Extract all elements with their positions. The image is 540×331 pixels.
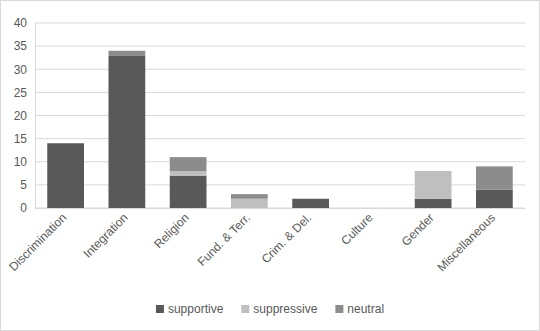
x-tick-label: Religion xyxy=(151,211,192,252)
bar xyxy=(47,143,84,144)
legend-label: suppressive xyxy=(253,302,317,316)
bar xyxy=(47,143,84,208)
series xyxy=(109,51,513,199)
x-tick-label: Discrimination xyxy=(6,211,69,274)
bar xyxy=(354,208,391,209)
x-tick-label: Miscellaneous xyxy=(434,211,498,275)
bar xyxy=(354,208,391,209)
x-tick-label: Fund. & Terr. xyxy=(195,211,253,269)
y-tick: 30 xyxy=(14,63,35,77)
y-tick: 5 xyxy=(20,178,35,192)
y-tick: 20 xyxy=(14,109,35,123)
bar xyxy=(476,190,513,209)
bar xyxy=(231,199,268,208)
y-tick: 25 xyxy=(14,86,35,100)
series xyxy=(170,171,452,208)
legend-swatch xyxy=(335,305,343,313)
x-axis-line xyxy=(36,208,526,209)
chart: 0 5 10 15 20 25 30 35 40 DiscriminationIntegratio… xyxy=(0,0,540,331)
bar xyxy=(292,198,329,199)
y-tick: 35 xyxy=(14,39,35,53)
y-tick-label: 40 xyxy=(14,16,28,30)
bar xyxy=(292,199,329,208)
bar xyxy=(292,198,329,199)
y-tick: 40 xyxy=(14,16,35,30)
series xyxy=(47,55,513,208)
x-tick: Gender xyxy=(399,208,437,249)
y-tick-label: 0 xyxy=(20,201,27,215)
bar xyxy=(415,171,452,172)
x-tick: Integration xyxy=(81,208,131,261)
bar xyxy=(415,199,452,208)
legend: supportive suppressive neutral xyxy=(156,302,384,316)
legend-label: supportive xyxy=(168,302,224,316)
x-tick-label: Integration xyxy=(81,211,131,261)
x-tick: Crim. & Del. xyxy=(259,208,315,266)
grid-line xyxy=(35,46,525,47)
legend-item: neutral xyxy=(335,302,384,316)
bar xyxy=(47,143,84,144)
bar xyxy=(109,51,146,56)
bars xyxy=(47,51,513,208)
y-tick-label: 30 xyxy=(14,63,28,77)
x-tick-label: Crim. & Del. xyxy=(259,211,315,267)
bar xyxy=(231,194,268,199)
legend-swatch xyxy=(241,305,249,313)
y-axis-line xyxy=(35,24,36,209)
legend-swatch xyxy=(156,305,164,313)
y-axis: 0 5 10 15 20 25 30 35 40 xyxy=(14,16,36,215)
plot: 0 5 10 15 20 25 30 35 40 DiscriminationIntegratio… xyxy=(6,16,525,274)
x-tick: Fund. & Terr. xyxy=(195,208,253,269)
grid xyxy=(35,23,525,208)
y-tick-label: 10 xyxy=(14,155,28,169)
bar xyxy=(415,171,452,199)
legend-item: supportive xyxy=(156,302,224,316)
x-tick: Miscellaneous xyxy=(434,208,498,274)
grid-line xyxy=(35,23,525,24)
bar xyxy=(354,208,391,209)
bar xyxy=(170,176,207,208)
bar xyxy=(170,157,207,171)
x-axis: DiscriminationIntegration ReligionFund. &… xyxy=(6,208,525,274)
y-tick: 10 xyxy=(14,155,35,169)
legend-label: neutral xyxy=(347,302,384,316)
y-tick-label: 20 xyxy=(14,109,28,123)
y-tick-label: 35 xyxy=(14,39,28,53)
bar xyxy=(109,55,146,208)
x-tick: Discrimination xyxy=(6,208,69,274)
x-tick-label: Culture xyxy=(338,210,375,247)
y-tick: 15 xyxy=(14,132,35,146)
chart-frame xyxy=(1,1,540,331)
y-tick: 0 xyxy=(20,201,35,215)
legend-item: suppressive xyxy=(241,302,317,316)
x-tick: Religion xyxy=(151,208,192,251)
y-tick-label: 25 xyxy=(14,86,28,100)
bar xyxy=(170,171,207,176)
y-tick-label: 15 xyxy=(14,132,28,146)
x-tick: Culture xyxy=(338,208,375,248)
bar xyxy=(476,166,513,189)
x-tick-label: Gender xyxy=(399,211,437,249)
y-tick-label: 5 xyxy=(20,178,27,192)
